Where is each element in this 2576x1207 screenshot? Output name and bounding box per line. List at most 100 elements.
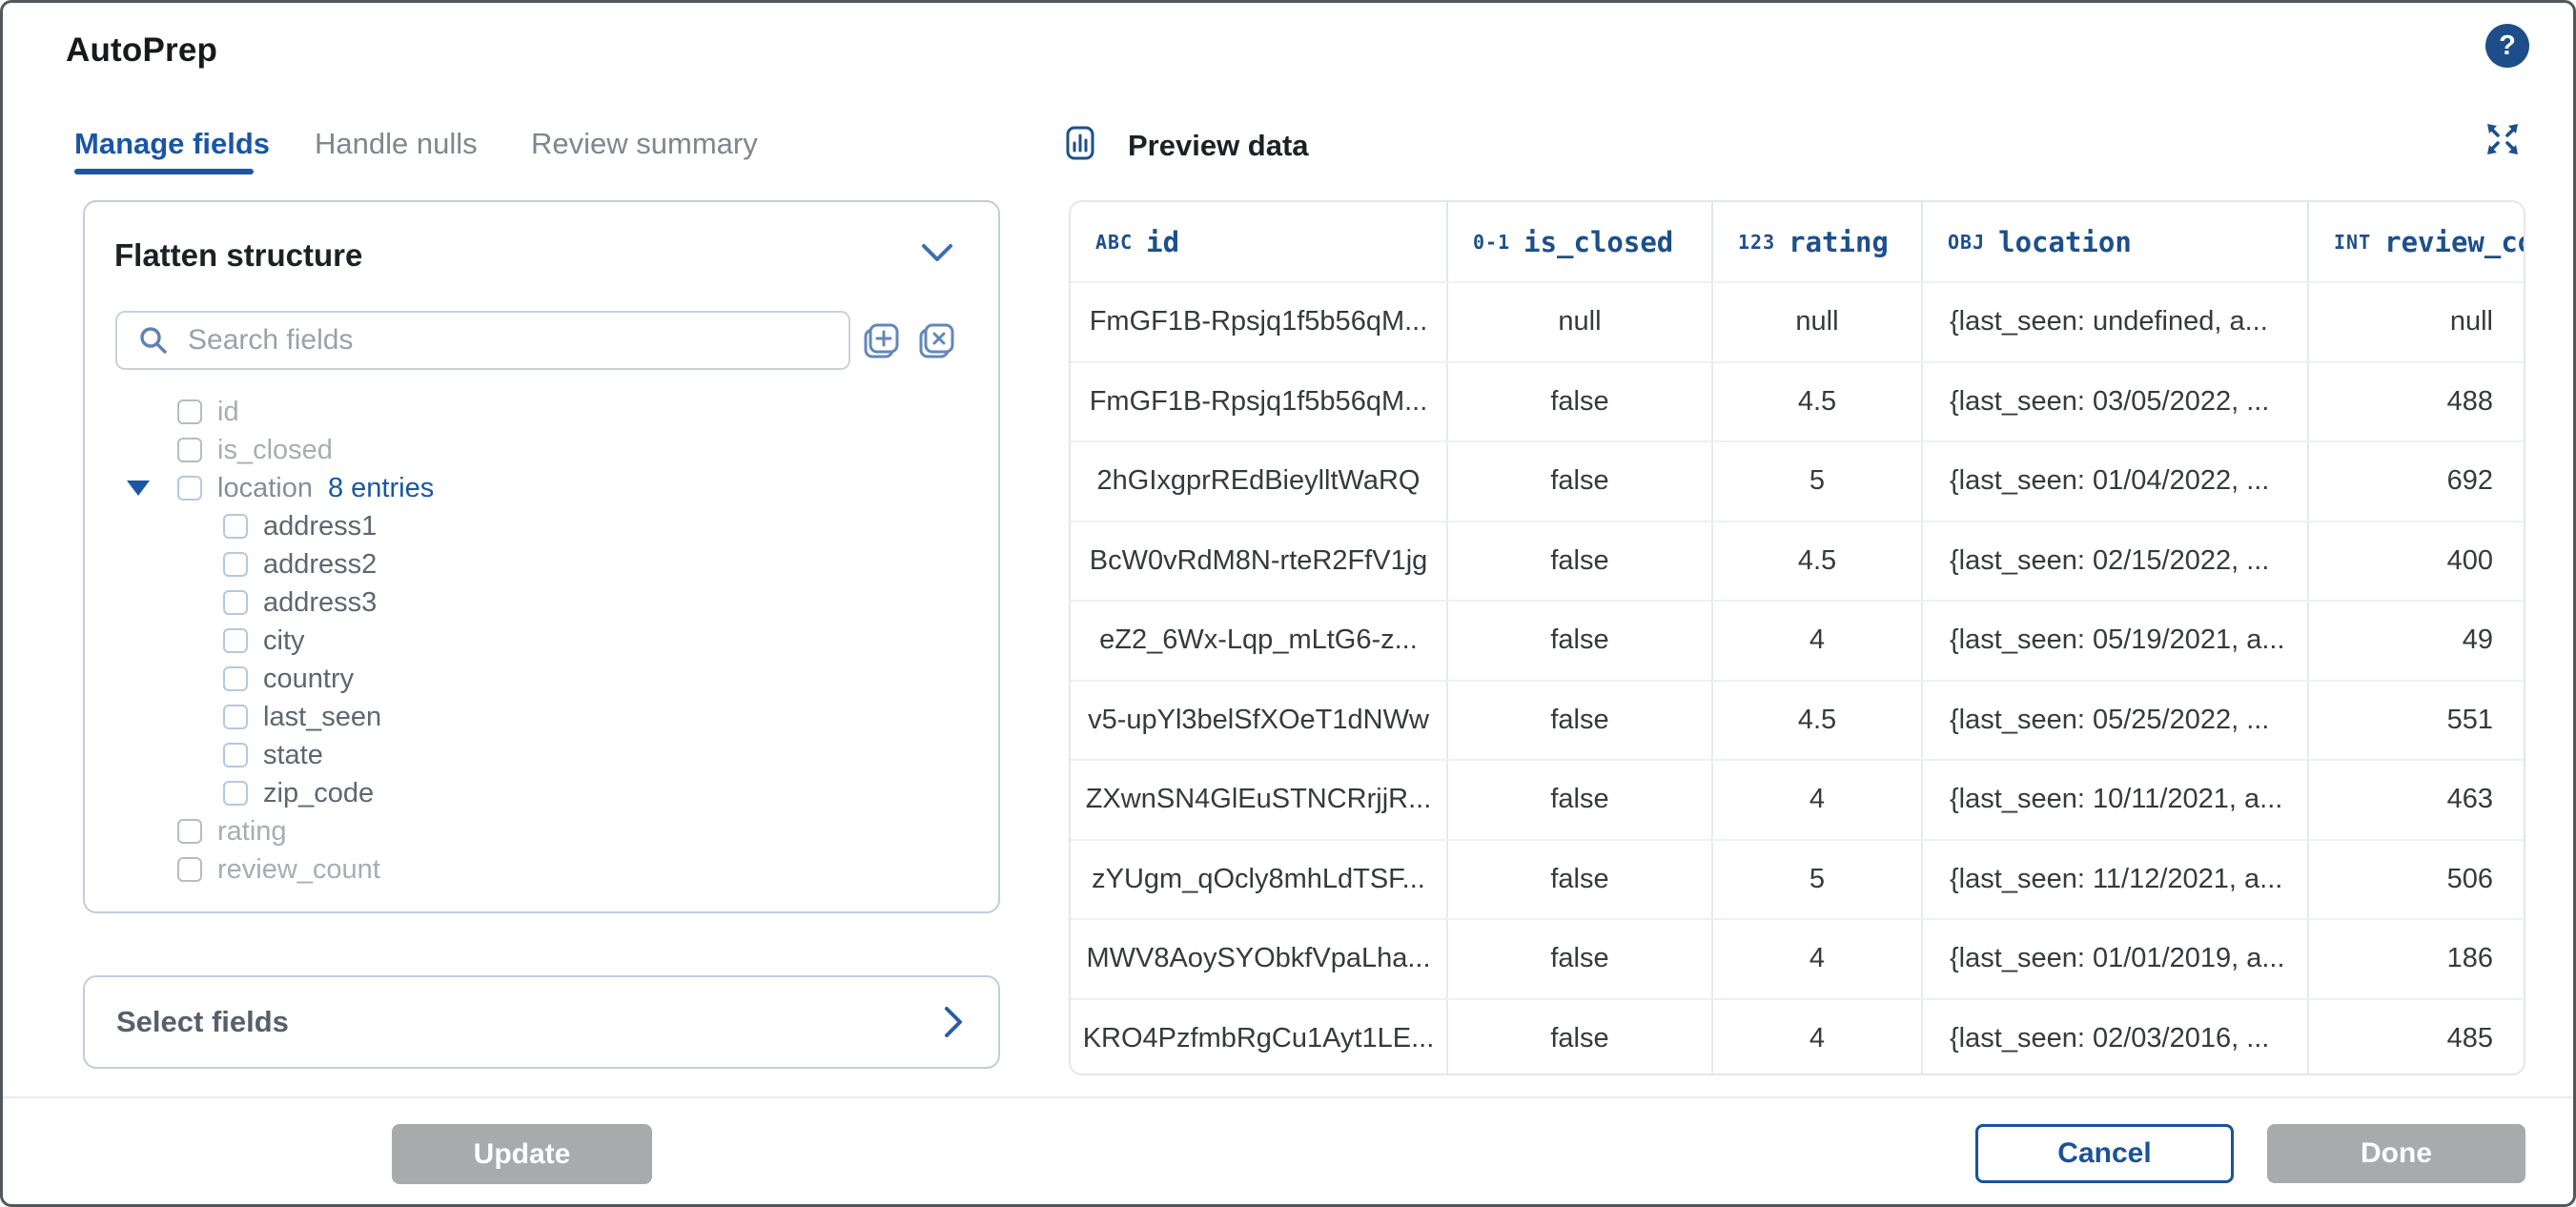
select-fields-panel[interactable]: Select fields	[83, 975, 1000, 1069]
tab-handle-nulls[interactable]: Handle nulls	[315, 127, 478, 160]
field-checkbox-city[interactable]	[223, 628, 248, 653]
table-body: FmGF1B-Rpsjq1f5b56qM... null null {last_see…	[1071, 281, 2524, 1074]
cell-rating: 4.5	[1713, 522, 1923, 600]
update-button[interactable]: Update	[392, 1124, 652, 1184]
select-all-fields-button[interactable]	[858, 318, 904, 364]
field-checkbox-address1[interactable]	[223, 514, 248, 539]
cell-is_closed: false	[1448, 442, 1713, 521]
search-input[interactable]	[186, 323, 839, 358]
cell-review_cou: 463	[2446, 784, 2493, 815]
cell-review_cou: 506	[2446, 863, 2493, 894]
cell-review_cou: 49	[2462, 624, 2493, 656]
field-row-country: country	[83, 660, 996, 698]
field-checkbox-address3[interactable]	[223, 590, 248, 615]
collapse-panel-button[interactable]	[916, 235, 958, 270]
field-label: address2	[263, 548, 378, 580]
table-row: KRO4PzfmbRgCu1Ayt1LE... false 4 {last_seen:…	[1071, 997, 2524, 1074]
table-row: FmGF1B-Rpsjq1f5b56qM... false 4.5 {last_see…	[1071, 360, 2524, 440]
field-checkbox-id[interactable]	[177, 399, 202, 424]
column-name: is_closed	[1523, 225, 1674, 258]
cell-review_cou: 551	[2446, 704, 2493, 735]
column-header-id: ABC id	[1071, 202, 1448, 281]
table-row: BcW0vRdM8N-rteR2FfV1jg false 4.5 {last_seen…	[1071, 520, 2524, 600]
table-row: 2hGIxgprREdBieylltWaRQ false 5 {last_seen: …	[1071, 440, 2524, 521]
column-header-location: OBJ location	[1923, 202, 2309, 281]
column-type-icon: INT	[2334, 230, 2372, 254]
field-entries-count[interactable]: 8 entries	[327, 472, 435, 503]
cell-id: 2hGIxgprREdBieylltWaRQ	[1071, 442, 1448, 521]
field-label: review_count	[217, 853, 380, 885]
cell-is_closed: false	[1448, 602, 1713, 680]
cell-rating: 4	[1713, 761, 1923, 839]
clear-all-fields-button[interactable]	[913, 318, 959, 364]
field-label: city	[263, 624, 305, 656]
field-checkbox-state[interactable]	[223, 743, 248, 767]
cancel-button[interactable]: Cancel	[1975, 1124, 2234, 1183]
table-row: ZXwnSN4GlEuSTNCRrjjR... false 4 {last_seen:…	[1071, 759, 2524, 839]
table-row: zYUgm_qOcly8mhLdTSF... false 5 {last_seen: …	[1071, 838, 2524, 918]
field-checkbox-last_seen[interactable]	[223, 705, 248, 729]
cell-location: {last_seen: 02/03/2016, ...	[1923, 999, 2309, 1074]
cell-is_closed: false	[1448, 840, 1713, 918]
field-label: rating	[217, 815, 287, 847]
table-row: v5-upYl3belSfXOeT1dNWw false 4.5 {last_seen…	[1071, 679, 2524, 759]
cell-is_closed: false	[1448, 681, 1713, 759]
column-name: id	[1146, 225, 1180, 258]
expand-icon	[2487, 124, 2518, 154]
cell-location: {last_seen: undefined, a...	[1923, 283, 2309, 361]
tab-manage-fields[interactable]: Manage fields	[74, 127, 270, 160]
field-label: address1	[263, 510, 378, 542]
cell-location: {last_seen: 10/11/2021, a...	[1923, 761, 2309, 839]
cell-review_cou: 400	[2446, 544, 2493, 576]
search-fields-box	[115, 311, 850, 370]
cell-review_cou: 488	[2446, 385, 2493, 417]
tab-review-summary[interactable]: Review summary	[531, 127, 758, 160]
cell-review_cou: null	[2449, 306, 2493, 338]
column-name: rating	[1789, 225, 1889, 258]
cell-rating: 4	[1713, 602, 1923, 680]
help-button[interactable]: ?	[2485, 24, 2529, 68]
cell-is_closed: false	[1448, 362, 1713, 440]
field-checkbox-address2[interactable]	[223, 552, 248, 577]
clear-all-icon	[919, 323, 954, 358]
cell-location: {last_seen: 05/25/2022, ...	[1923, 681, 2309, 759]
field-checkbox-country[interactable]	[223, 666, 248, 691]
expand-preview-button[interactable]	[2480, 117, 2525, 161]
active-tab-indicator	[74, 169, 254, 174]
field-label: is_closed	[217, 434, 333, 465]
select-fields-title: Select fields	[116, 1005, 289, 1038]
cell-location: {last_seen: 01/01/2019, a...	[1923, 920, 2309, 998]
expand-toggle-icon[interactable]	[126, 479, 151, 498]
field-checkbox-rating[interactable]	[177, 819, 202, 844]
cell-id: BcW0vRdM8N-rteR2FfV1jg	[1071, 522, 1448, 600]
cell-rating: 4.5	[1713, 681, 1923, 759]
field-checkbox-location[interactable]	[177, 476, 202, 501]
field-checkbox-zip_code[interactable]	[223, 781, 248, 806]
field-row-zip_code: zip_code	[83, 774, 996, 812]
search-icon	[140, 327, 167, 354]
cell-rating: null	[1713, 283, 1923, 361]
cell-rating: 4	[1713, 920, 1923, 998]
cell-location: {last_seen: 01/04/2022, ...	[1923, 442, 2309, 521]
column-header-rating: 123 rating	[1713, 202, 1923, 281]
field-row-last_seen: last_seen	[83, 698, 996, 736]
cell-review_cou: 186	[2446, 943, 2493, 974]
field-row-address1: address1	[83, 507, 996, 545]
column-type-icon: OBJ	[1948, 230, 1986, 254]
field-label: address3	[263, 586, 378, 618]
column-type-icon: ABC	[1095, 230, 1134, 254]
field-checkbox-review_count[interactable]	[177, 857, 202, 882]
cell-location: {last_seen: 05/19/2021, a...	[1923, 602, 2309, 680]
cell-is_closed: null	[1448, 283, 1713, 361]
cell-id: ZXwnSN4GlEuSTNCRrjjR...	[1071, 761, 1448, 839]
cell-location: {last_seen: 02/15/2022, ...	[1923, 522, 2309, 600]
field-row-address3: address3	[83, 583, 996, 622]
done-button[interactable]: Done	[2267, 1124, 2525, 1183]
cell-is_closed: false	[1448, 761, 1713, 839]
table-row: eZ2_6Wx-Lqp_mLtG6-z... false 4 {last_seen: …	[1071, 600, 2524, 680]
cell-rating: 4	[1713, 999, 1923, 1074]
cell-review_cou: 485	[2446, 1022, 2493, 1054]
cell-is_closed: false	[1448, 920, 1713, 998]
field-checkbox-is_closed[interactable]	[177, 438, 202, 462]
